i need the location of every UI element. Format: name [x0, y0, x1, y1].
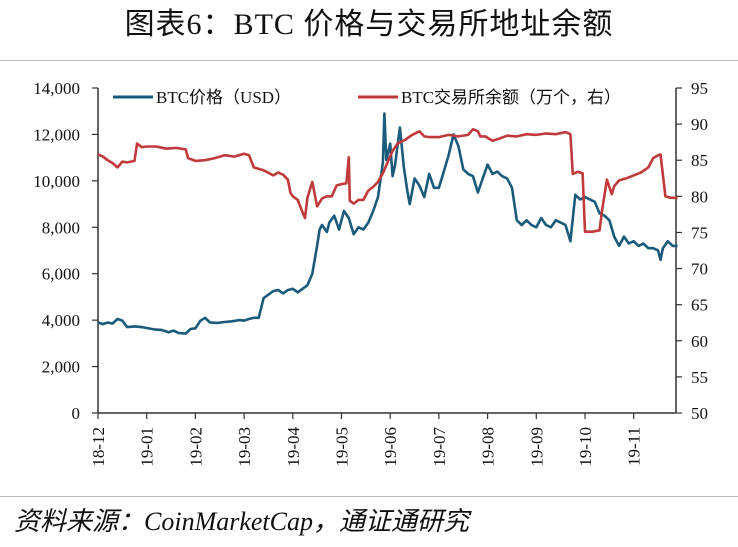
right-tick-label: 75 — [691, 223, 708, 242]
x-tick-label: 19-03 — [235, 427, 254, 467]
x-tick-label: 19-07 — [430, 427, 449, 467]
left-tick-label: 12,000 — [33, 125, 80, 144]
right-tick-label: 50 — [691, 404, 708, 423]
x-tick-label: 19-04 — [284, 427, 303, 467]
price-line — [97, 112, 678, 335]
series-layer — [97, 112, 678, 335]
x-tick-label: 19-01 — [138, 427, 157, 467]
legend: BTC价格（USD） BTC交易所余额（万个，右） — [113, 88, 621, 107]
x-tick-label: 19-10 — [576, 427, 595, 467]
x-tick-label: 19-02 — [186, 427, 205, 467]
legend-balance-label: BTC交易所余额（万个，右） — [401, 88, 621, 107]
x-tick-label: 19-11 — [625, 427, 644, 466]
x-tick-label: 19-09 — [527, 427, 546, 467]
left-tick-label: 8,000 — [42, 218, 80, 237]
right-tick-label: 90 — [691, 115, 708, 134]
x-tick-label: 19-05 — [333, 427, 352, 467]
legend-price-label: BTC价格（USD） — [156, 88, 291, 107]
right-tick-label: 85 — [691, 151, 708, 170]
right-tick-label: 55 — [691, 368, 708, 387]
right-tick-label: 70 — [691, 260, 708, 279]
left-tick-label: 4,000 — [42, 311, 80, 330]
top-divider — [0, 60, 738, 61]
x-tick-label: 18-12 — [89, 427, 108, 467]
chart-title: 图表6：BTC 价格与交易所地址余额 — [124, 8, 614, 41]
left-tick-label: 2,000 — [42, 358, 80, 377]
chart-area: 0 2,000 4,000 6,000 8,000 10,000 12,000 14,000 5… — [33, 79, 708, 467]
balance-line — [97, 127, 678, 233]
x-tick-label: 19-08 — [479, 427, 498, 467]
left-tick-label: 0 — [72, 404, 81, 423]
bottom-divider — [0, 496, 738, 497]
axes: 0 2,000 4,000 6,000 8,000 10,000 12,000 14,000 5… — [33, 79, 708, 467]
left-tick-label: 6,000 — [42, 265, 80, 284]
left-tick-label: 14,000 — [33, 79, 80, 98]
left-tick-label: 10,000 — [33, 172, 80, 191]
right-tick-label: 80 — [691, 187, 708, 206]
right-tick-label: 95 — [691, 79, 708, 98]
right-tick-label: 65 — [691, 296, 708, 315]
source-note: 资料来源：CoinMarketCap，通证通研究 — [14, 507, 469, 536]
x-tick-label: 19-06 — [381, 427, 400, 467]
right-tick-label: 60 — [691, 332, 708, 351]
